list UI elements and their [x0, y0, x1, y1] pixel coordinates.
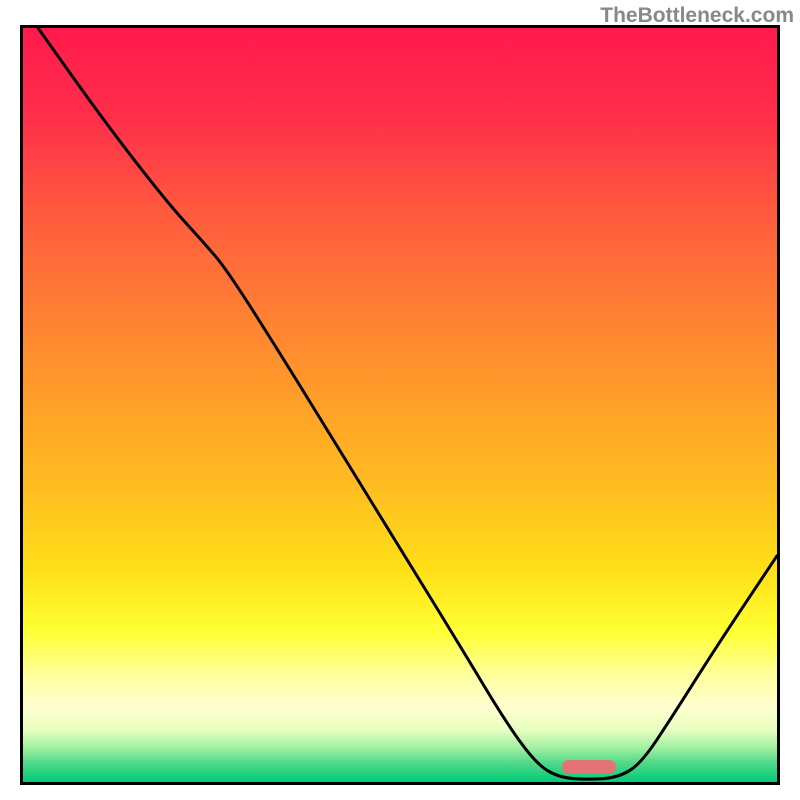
bottleneck-curve — [23, 28, 777, 782]
valley-marker — [562, 760, 616, 774]
chart-frame — [20, 25, 780, 785]
